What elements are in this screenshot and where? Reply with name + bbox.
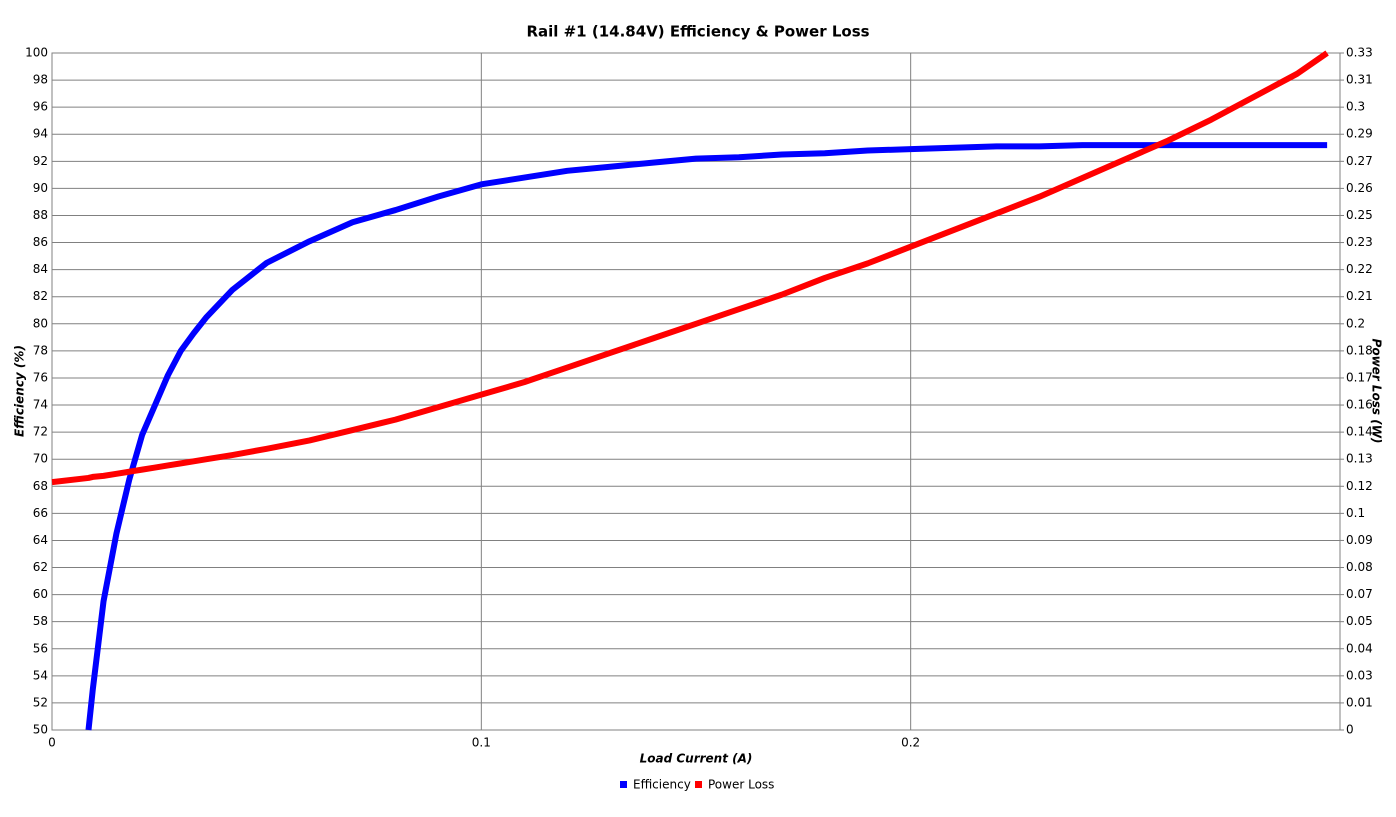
- y-tick-label: 94: [33, 127, 48, 141]
- y2-tick-label: 0.09: [1346, 533, 1373, 547]
- y-tick-label: 62: [33, 560, 48, 574]
- y-tick-label: 96: [33, 100, 48, 114]
- legend-label: Power Loss: [708, 778, 774, 792]
- y-axis-label: Efficiency (%): [13, 345, 27, 437]
- y-tick-label: 82: [33, 289, 48, 303]
- y-tick-label: 58: [33, 614, 48, 628]
- y2-tick-label: 0.25: [1346, 208, 1373, 222]
- y2-tick-label: 0.33: [1346, 46, 1373, 60]
- y2-tick-label: 0.23: [1346, 235, 1373, 249]
- y2-tick-label: 0.26: [1346, 181, 1373, 195]
- plot-border: [51, 52, 1341, 731]
- y2-tick-label: 0.1: [1346, 506, 1365, 520]
- legend-swatch: [695, 781, 702, 788]
- x-tick-label: 0.1: [472, 736, 491, 750]
- y2-tick-label: 0.13: [1346, 452, 1373, 466]
- series-line: [85, 142, 1328, 731]
- y2-tick-label: 0.3: [1346, 100, 1365, 114]
- y-tick-label: 78: [33, 343, 48, 357]
- chart-title: Rail #1 (14.84V) Efficiency & Power Loss: [526, 23, 869, 41]
- y-tick-label: 68: [33, 479, 48, 493]
- y2-tick-label: 0.03: [1346, 668, 1373, 682]
- y-tick-label: 60: [33, 587, 48, 601]
- y2-tick-label: 0.31: [1346, 73, 1373, 87]
- y-tick-label: 90: [33, 181, 48, 195]
- y-tick-label: 76: [33, 370, 48, 384]
- legend-swatch: [620, 781, 627, 788]
- y2-tick-label: 0.16: [1346, 398, 1373, 412]
- y2-axis-label: Power Loss (W): [1370, 339, 1384, 444]
- y2-tick-label: 0.07: [1346, 587, 1373, 601]
- y2-tick-label: 0.17: [1346, 370, 1373, 384]
- x-axis-label: Load Current (A): [640, 752, 753, 766]
- y2-tick-label: 0.2: [1346, 316, 1365, 330]
- x-tick-label: 0.2: [901, 736, 920, 750]
- y-tick-label: 86: [33, 235, 48, 249]
- y-tick-label: 50: [33, 723, 48, 737]
- y-tick-label: 54: [33, 668, 48, 682]
- y2-tick-label: 0.29: [1346, 127, 1373, 141]
- y2-tick-label: 0.04: [1346, 641, 1373, 655]
- y-tick-label: 88: [33, 208, 48, 222]
- y2-tick-label: 0.27: [1346, 154, 1373, 168]
- y-tick-label: 92: [33, 154, 48, 168]
- y2-tick-label: 0.22: [1346, 262, 1373, 276]
- y-tick-label: 70: [33, 452, 48, 466]
- series-line: [51, 50, 1329, 486]
- y-tick-label: 80: [33, 316, 48, 330]
- y-tick-label: 98: [33, 73, 48, 87]
- x-tick-label: 0: [48, 736, 56, 750]
- legend-label: Efficiency: [633, 778, 691, 792]
- y2-tick-label: 0: [1346, 723, 1354, 737]
- y2-tick-label: 0.12: [1346, 479, 1373, 493]
- y2-tick-label: 0.05: [1346, 614, 1373, 628]
- y2-tick-label: 0.08: [1346, 560, 1373, 574]
- y-tick-label: 100: [25, 46, 48, 60]
- y-tick-label: 64: [33, 533, 48, 547]
- y-tick-label: 84: [33, 262, 48, 276]
- y2-tick-label: 0.18: [1346, 343, 1373, 357]
- y2-tick-label: 0.21: [1346, 289, 1373, 303]
- y-tick-label: 52: [33, 695, 48, 709]
- y2-tick-label: 0.01: [1346, 695, 1373, 709]
- y-tick-label: 66: [33, 506, 48, 520]
- y-tick-label: 74: [33, 398, 48, 412]
- y-tick-label: 56: [33, 641, 48, 655]
- y2-tick-label: 0.14: [1346, 425, 1373, 439]
- y-tick-label: 72: [33, 425, 48, 439]
